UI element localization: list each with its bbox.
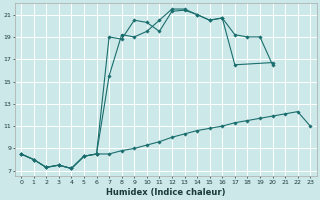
X-axis label: Humidex (Indice chaleur): Humidex (Indice chaleur)	[106, 188, 225, 197]
